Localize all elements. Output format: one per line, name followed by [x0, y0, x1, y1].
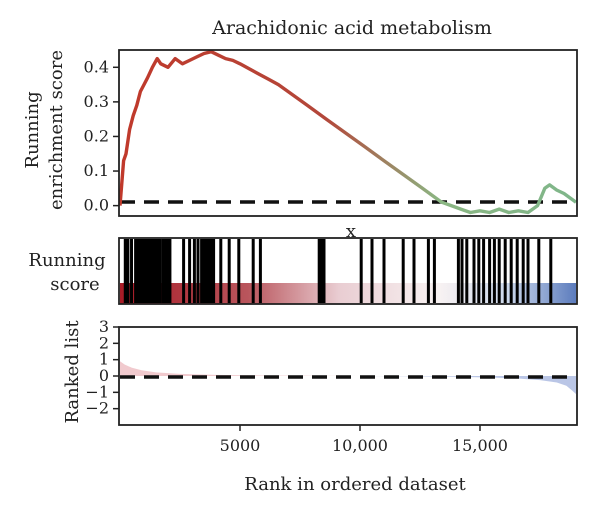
panel-enrichment-y-ticks: 0.0 0.1 0.2 0.3 0.4	[84, 57, 119, 215]
ranked-list-positive-area	[120, 361, 576, 376]
y-tick-label: 1	[99, 350, 109, 369]
x-tick-label: 5000	[220, 436, 261, 455]
y-tick-label: 0.3	[84, 92, 109, 111]
panel-enrichment-frame	[118, 49, 578, 217]
x-axis-label: Rank in ordered dataset	[244, 474, 466, 495]
enrichment-score-line	[119, 50, 577, 215]
panel-ranked-ylabel: Ranked list	[62, 320, 83, 424]
x-tick-label: 15,000	[452, 436, 508, 455]
panel-hits-ylabel-line1: Running	[28, 250, 105, 271]
y-tick-label: 0.1	[84, 161, 109, 180]
panel-enrichment-ylabel-line1: Running	[22, 91, 43, 168]
x-axis-ticks: 5000 10,000 15,000	[220, 425, 508, 455]
panel-hits-ylabel-line2: score	[50, 274, 99, 295]
panel-hits-marker-label: x	[346, 221, 356, 242]
y-tick-label: 0.4	[84, 57, 109, 76]
y-tick-label: −2	[85, 399, 109, 418]
panel-hits-frame	[118, 237, 578, 305]
y-tick-label: 2	[99, 333, 109, 352]
panel-ranked-frame	[118, 326, 578, 426]
panel-enrichment-ylabel-line2: enrichment score	[46, 50, 67, 210]
x-tick-label: 10,000	[332, 436, 388, 455]
y-tick-label: 3	[99, 317, 109, 336]
panel-enrichment: 0.0 0.1 0.2 0.3 0.4 Running enrichment score	[22, 49, 578, 217]
y-tick-label: 0.2	[84, 126, 109, 145]
y-tick-label: 0.0	[84, 196, 109, 215]
chart-title: Arachidonic acid metabolism	[211, 17, 492, 39]
y-tick-label: −1	[85, 382, 109, 401]
y-tick-label: 0	[99, 366, 109, 385]
hit-lines	[123, 239, 553, 303]
panel-hits: x Running score	[28, 221, 578, 305]
